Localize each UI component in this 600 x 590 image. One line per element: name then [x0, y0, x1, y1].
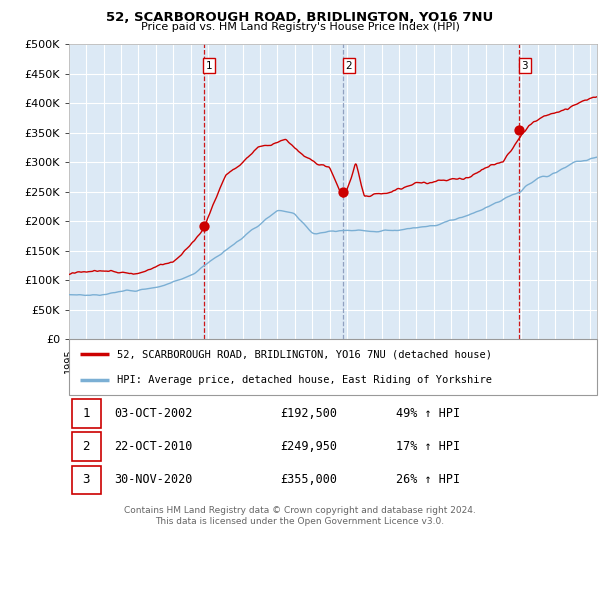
Point [514, 125, 524, 135]
Text: 22-OCT-2010: 22-OCT-2010 [114, 440, 192, 454]
Text: 1: 1 [206, 61, 212, 71]
Bar [71, 399, 101, 428]
Text: 2: 2 [346, 61, 352, 71]
Text: 49% ↑ HPI: 49% ↑ HPI [397, 407, 460, 421]
Text: 30-NOV-2020: 30-NOV-2020 [114, 473, 192, 487]
Text: 52, SCARBOROUGH ROAD, BRIDLINGTON, YO16 7NU: 52, SCARBOROUGH ROAD, BRIDLINGTON, YO16 … [106, 11, 494, 24]
Bar [71, 466, 101, 494]
Text: 2: 2 [82, 440, 90, 454]
Bar [71, 432, 101, 461]
Text: 1: 1 [82, 407, 90, 421]
Text: 03-OCT-2002: 03-OCT-2002 [114, 407, 192, 421]
Text: 52, SCARBOROUGH ROAD, BRIDLINGTON, YO16 7NU (detached house): 52, SCARBOROUGH ROAD, BRIDLINGTON, YO16 … [116, 349, 491, 359]
Text: 3: 3 [82, 473, 90, 487]
Text: 26% ↑ HPI: 26% ↑ HPI [397, 473, 460, 487]
Text: 3: 3 [521, 61, 528, 71]
Text: HPI: Average price, detached house, East Riding of Yorkshire: HPI: Average price, detached house, East… [116, 375, 491, 385]
Point [338, 187, 348, 196]
Text: Contains HM Land Registry data © Crown copyright and database right 2024.: Contains HM Land Registry data © Crown c… [124, 506, 476, 514]
Text: This data is licensed under the Open Government Licence v3.0.: This data is licensed under the Open Gov… [155, 517, 445, 526]
Text: £355,000: £355,000 [280, 473, 337, 487]
Text: Price paid vs. HM Land Registry's House Price Index (HPI): Price paid vs. HM Land Registry's House … [140, 22, 460, 32]
Text: £192,500: £192,500 [280, 407, 337, 421]
Point [199, 221, 208, 230]
Text: 17% ↑ HPI: 17% ↑ HPI [397, 440, 460, 454]
Text: £249,950: £249,950 [280, 440, 337, 454]
